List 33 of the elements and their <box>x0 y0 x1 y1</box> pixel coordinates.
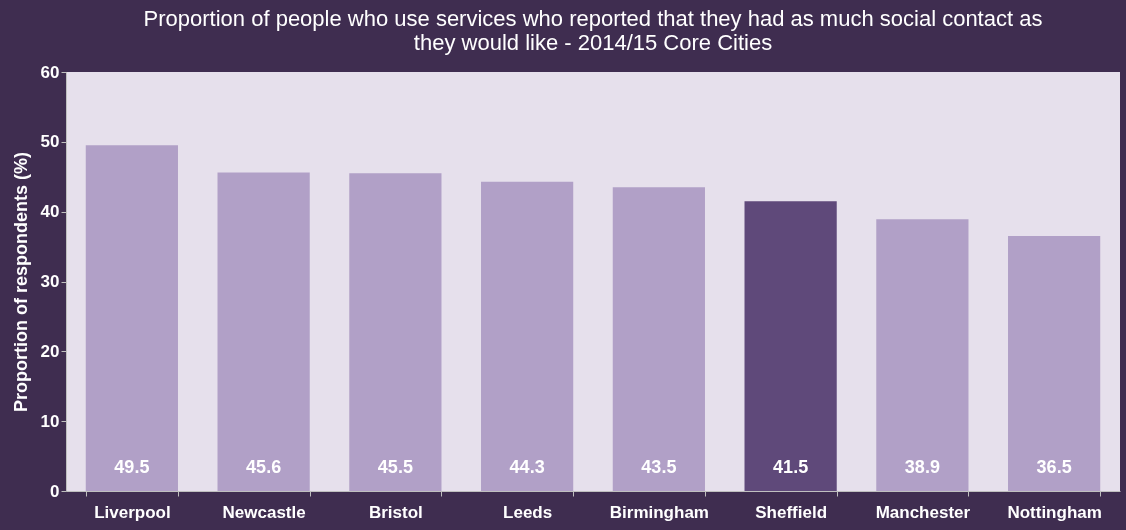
y-tick-label: 60 <box>40 62 60 82</box>
data-label: 36.5 <box>1036 457 1072 477</box>
bar <box>481 181 574 491</box>
data-label: 45.5 <box>377 457 413 477</box>
x-tick-label: Newcastle <box>222 502 306 522</box>
bar <box>876 219 969 491</box>
x-tick-label: Liverpool <box>94 502 171 522</box>
x-tick-label: Sheffield <box>755 502 828 522</box>
x-tick-label: Bristol <box>368 502 423 522</box>
x-tick-label: Manchester <box>875 502 971 522</box>
data-label: 44.3 <box>509 457 545 477</box>
x-tick-label: Leeds <box>503 502 553 522</box>
chart-title: Proportion of people who use services who reported that they had as much social contact as they would like - 2014/15 Core Cities <box>143 6 1043 55</box>
bar <box>744 201 837 491</box>
y-axis-title: Proportion of respondents (%) <box>10 152 31 412</box>
bar <box>612 187 705 491</box>
y-tick-label: 40 <box>40 202 60 222</box>
y-tick-label: 0 <box>50 481 60 501</box>
x-tick-label: Birmingham <box>609 502 709 522</box>
x-tick-label: Nottingham <box>1007 502 1102 522</box>
data-label: 49.5 <box>114 457 150 477</box>
data-label: 38.9 <box>904 457 940 477</box>
bar <box>1008 236 1101 491</box>
y-tick-label: 50 <box>40 132 60 152</box>
y-tick-label: 30 <box>40 272 60 291</box>
bar <box>217 172 310 491</box>
y-tick-label: 20 <box>40 341 60 361</box>
data-label: 45.6 <box>246 457 282 477</box>
bar <box>349 173 442 491</box>
data-label: 43.5 <box>641 457 677 477</box>
y-tick-label: 10 <box>40 411 60 431</box>
data-label: 41.5 <box>773 457 809 477</box>
bar <box>85 145 178 491</box>
